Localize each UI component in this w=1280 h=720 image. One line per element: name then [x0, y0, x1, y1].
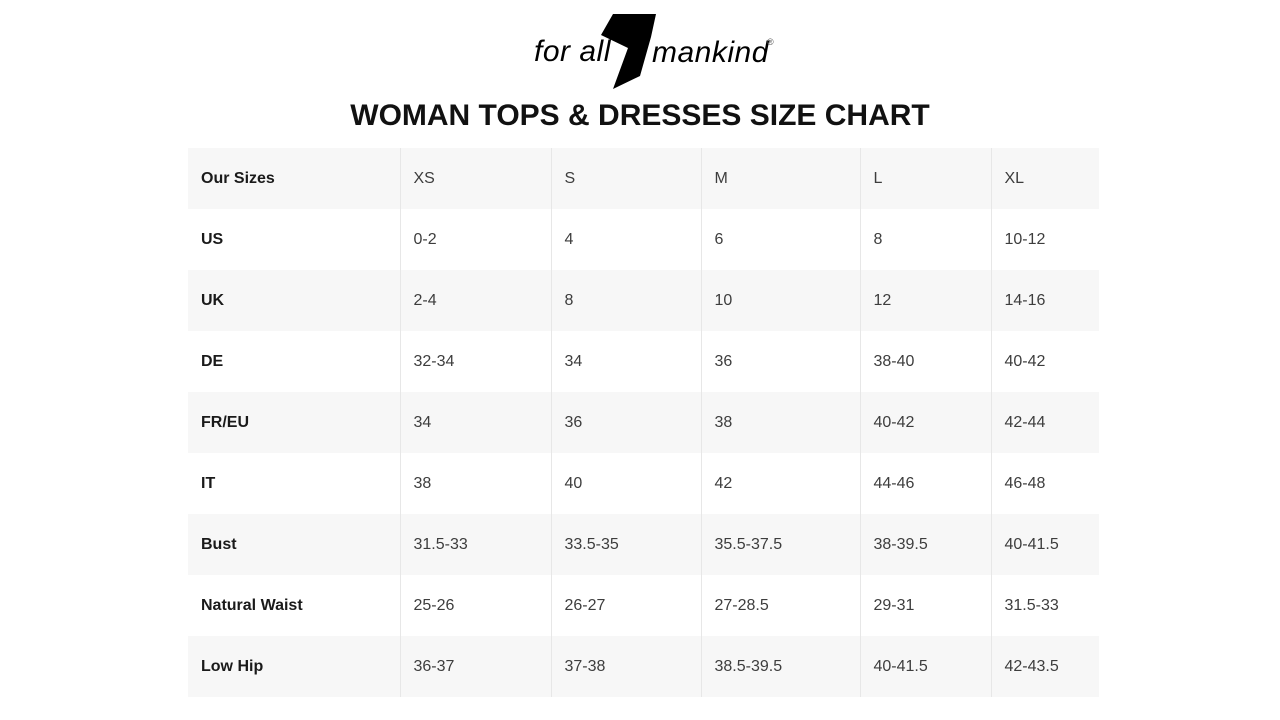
svg-text:for all: for all: [534, 35, 612, 68]
svg-text:®: ®: [767, 37, 774, 47]
svg-text:mankind: mankind: [652, 36, 770, 69]
